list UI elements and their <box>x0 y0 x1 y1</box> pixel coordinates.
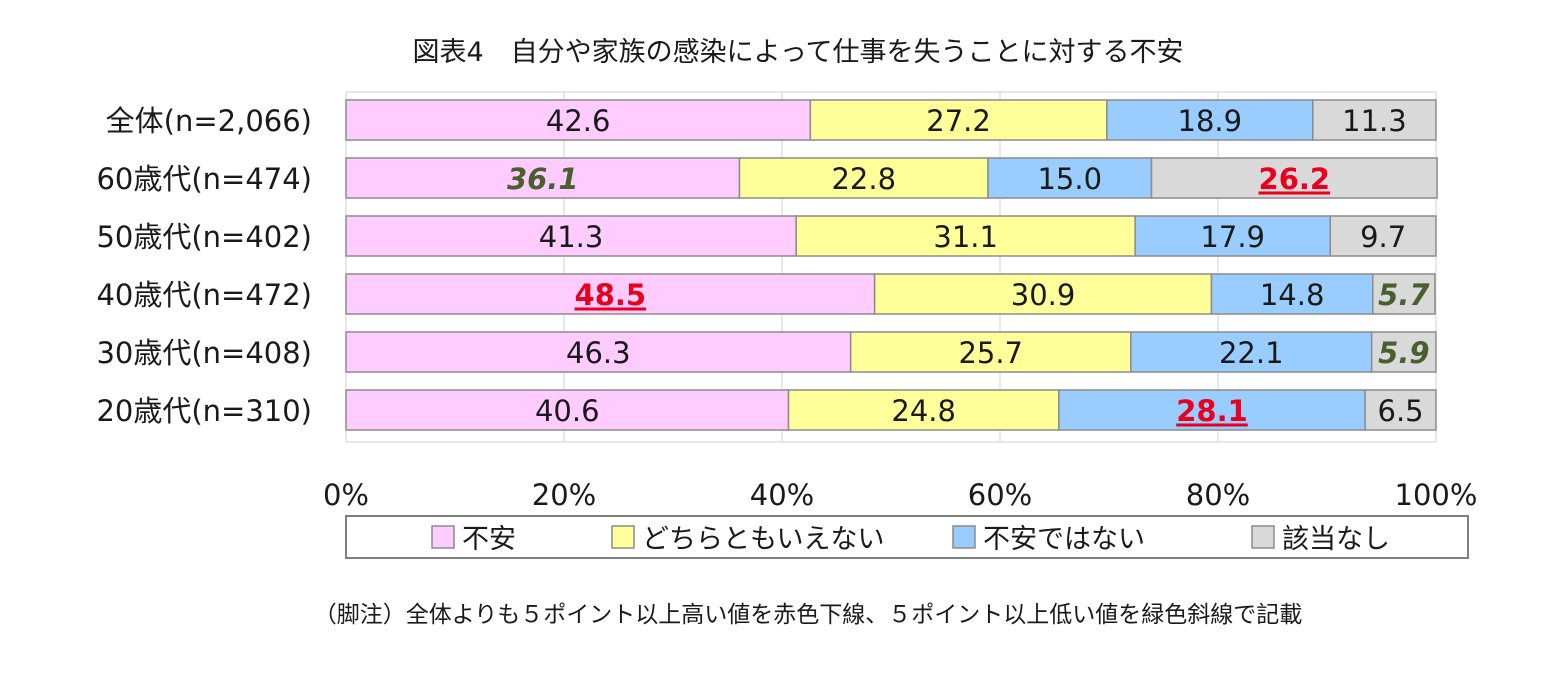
data-label-0-1: 27.2 <box>926 104 991 138</box>
data-label-1-3: 26.2 <box>1259 162 1331 196</box>
bar-segment-0-1 <box>809 99 1108 141</box>
legend-swatch-0 <box>431 525 455 549</box>
bar-segment-3-3 <box>1372 273 1436 315</box>
bar-segment-1-0 <box>345 157 741 199</box>
x-tick-label-1: 20% <box>532 478 596 512</box>
legend-swatch-3 <box>1251 525 1275 549</box>
bar-segment-3-1 <box>873 273 1213 315</box>
bar-segment-5-2 <box>1058 389 1366 431</box>
bar-segment-0-0 <box>345 99 812 141</box>
bar-segment-3-0 <box>345 273 876 315</box>
bar-segment-4-0 <box>345 331 852 373</box>
bar-segment-0-3 <box>1312 99 1437 141</box>
x-tick-label-4: 80% <box>1186 478 1250 512</box>
data-label-3-0: 48.5 <box>575 278 647 312</box>
bar-segment-3-2 <box>1210 273 1374 315</box>
data-label-4-3: 5.9 <box>1378 336 1429 370</box>
bar-segment-1-1 <box>738 157 989 199</box>
data-label-2-3: 9.7 <box>1360 220 1406 254</box>
data-label-1-0: 36.1 <box>507 162 579 196</box>
bar-segment-1-2 <box>987 157 1153 199</box>
data-label-3-3: 5.7 <box>1378 278 1430 312</box>
data-label-1-2: 15.0 <box>1037 162 1102 196</box>
data-label-5-0: 40.6 <box>535 394 600 428</box>
legend-swatch-2 <box>952 525 976 549</box>
data-label-0-2: 18.9 <box>1178 104 1243 138</box>
bar-segment-2-0 <box>345 215 797 257</box>
category-label-3: 40歳代(n=472) <box>96 278 312 312</box>
bar-segment-2-2 <box>1134 215 1332 257</box>
legend-label-2: 不安ではない <box>983 524 1145 555</box>
data-label-2-2: 17.9 <box>1200 220 1265 254</box>
bar-segment-0-2 <box>1106 99 1314 141</box>
bar-segment-2-3 <box>1329 215 1437 257</box>
data-label-1-1: 22.8 <box>831 162 896 196</box>
data-label-0-0: 42.6 <box>546 104 611 138</box>
x-tick-label-3: 60% <box>968 478 1032 512</box>
data-label-5-1: 24.8 <box>891 394 956 428</box>
x-tick-label-2: 40% <box>750 478 814 512</box>
category-label-5: 20歳代(n=310) <box>96 394 312 428</box>
bar-segment-5-1 <box>787 389 1060 431</box>
category-label-4: 30歳代(n=408) <box>96 336 312 370</box>
plot-area <box>345 91 1437 443</box>
data-label-2-0: 41.3 <box>539 220 604 254</box>
bar-segment-5-0 <box>345 389 790 431</box>
legend-swatch-1 <box>611 525 635 549</box>
data-label-3-2: 14.8 <box>1260 278 1325 312</box>
category-label-0: 全体(n=2,066) <box>106 104 312 138</box>
data-label-5-2: 28.1 <box>1176 394 1248 428</box>
bar-segment-2-1 <box>795 215 1136 257</box>
x-tick-label-5: 100% <box>1395 478 1478 512</box>
x-tick-label-0: 0% <box>323 478 369 512</box>
bar-segment-4-3 <box>1370 331 1437 373</box>
category-label-2: 50歳代(n=402) <box>96 220 312 254</box>
legend-label-0: 不安 <box>462 524 516 555</box>
data-label-4-1: 25.7 <box>958 336 1023 370</box>
data-label-5-3: 6.5 <box>1378 394 1424 428</box>
data-label-2-1: 31.1 <box>933 220 998 254</box>
bar-segment-5-3 <box>1364 389 1437 431</box>
bar-segment-4-2 <box>1130 331 1373 373</box>
data-label-4-0: 46.3 <box>566 336 631 370</box>
legend-label-3: 該当なし <box>1282 524 1390 555</box>
bar-segment-4-1 <box>849 331 1132 373</box>
footnote: （脚注）全体よりも５ポイント以上高い値を赤色下線、５ポイント以上低い値を緑色斜線… <box>313 602 1303 628</box>
bar-segment-1-3 <box>1150 157 1438 199</box>
chart-title: 図表4 自分や家族の感染によって仕事を失うことに対する不安 <box>412 37 1184 68</box>
data-label-3-1: 30.9 <box>1011 278 1076 312</box>
category-label-1: 60歳代(n=474) <box>96 162 312 196</box>
legend-box <box>345 515 1469 559</box>
legend-label-1: どちらともいえない <box>642 524 884 555</box>
data-label-4-2: 22.1 <box>1219 336 1284 370</box>
data-label-0-3: 11.3 <box>1342 104 1407 138</box>
